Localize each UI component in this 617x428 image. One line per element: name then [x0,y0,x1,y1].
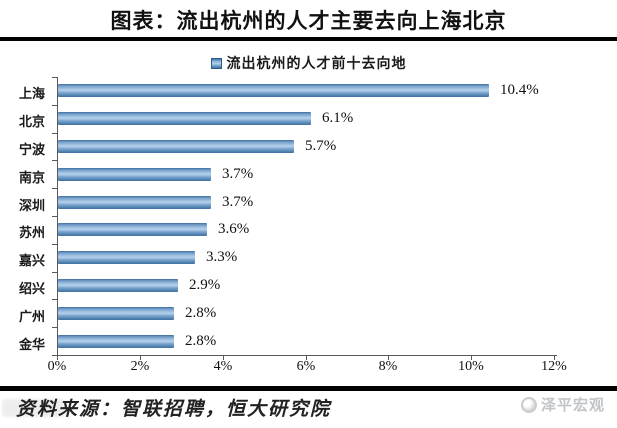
x-axis-tick-label: 0% [47,359,67,374]
y-axis-tick [52,244,57,245]
value-label: 6.1% [322,110,354,126]
y-axis-tick [52,272,57,273]
x-axis-tick-label: 10% [458,359,484,374]
y-axis-line [57,77,58,356]
chart-legend: 流出杭州的人才前十去向地 [0,53,617,73]
bar [58,223,207,236]
faint-watermark [2,399,64,417]
bar [58,84,489,97]
bar [58,140,294,153]
x-axis-tick [388,355,389,360]
value-label: 3.6% [218,221,250,237]
value-label: 2.8% [185,333,217,349]
value-label: 10.4% [500,82,539,98]
y-axis-tick [52,188,57,189]
bar [58,251,195,264]
x-axis-tick [223,355,224,360]
category-label: 深圳 [18,198,45,213]
x-axis-tick [554,355,555,360]
legend-label: 流出杭州的人才前十去向地 [226,57,407,72]
value-label: 5.7% [305,138,337,154]
bar [58,279,178,292]
value-label: 2.9% [189,277,221,293]
x-axis-tick [140,355,141,360]
category-label: 绍兴 [18,281,45,296]
page-title: 图表：流出杭州的人才主要去向上海北京 [110,9,507,33]
x-axis-tick-label: 2% [130,359,150,374]
y-axis-tick [52,327,57,328]
bar [58,307,174,320]
category-label: 金华 [18,337,45,352]
watermark-text: 泽平宏观 [540,398,605,414]
y-axis-tick [52,105,57,106]
y-axis-tick [52,355,57,356]
y-axis-tick [52,216,57,217]
bottom-divider [0,386,617,391]
value-label: 3.3% [206,249,238,265]
y-axis-tick [52,299,57,300]
category-label: 南京 [18,170,45,185]
category-label: 宁波 [18,142,45,157]
bar [58,196,211,209]
category-label: 苏州 [18,225,45,240]
bar [58,168,211,181]
x-axis-tick-label: 4% [213,359,233,374]
category-label: 北京 [18,114,45,129]
zeping-macro-logo-icon [520,396,537,413]
value-label: 3.7% [222,194,254,210]
x-axis-tick [471,355,472,360]
x-axis-tick-label: 6% [296,359,316,374]
watermark-brand: 泽平宏观 [520,394,605,415]
x-axis-tick-label: 8% [378,359,398,374]
category-label: 上海 [18,86,45,101]
x-axis-tick-label: 12% [541,359,567,374]
bar [58,112,311,125]
x-axis-tick [57,355,58,360]
y-axis-tick [52,133,57,134]
title-divider [0,37,617,41]
x-axis-line [52,355,557,356]
bar [58,335,174,348]
value-label: 2.8% [185,305,217,321]
value-label: 3.7% [222,166,254,182]
source-note: 资料来源：智联招聘，恒大研究院 [16,399,332,420]
y-axis-tick [52,77,57,78]
y-axis-tick [52,160,57,161]
x-axis-tick [306,355,307,360]
category-label: 嘉兴 [18,253,45,268]
legend-marker-icon [210,57,222,69]
category-label: 广州 [18,309,45,324]
